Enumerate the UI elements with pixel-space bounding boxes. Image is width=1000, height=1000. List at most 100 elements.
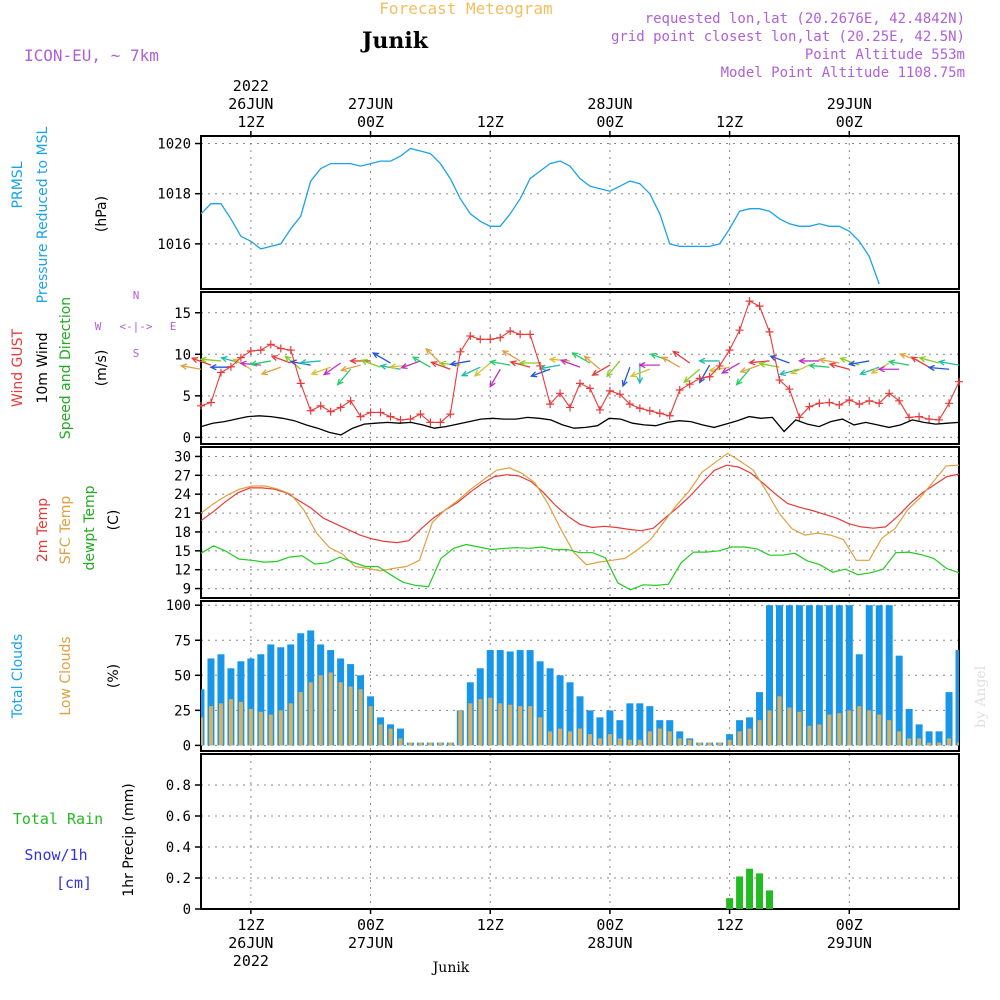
rain-label: Total Rain [13,810,103,828]
wind-arrow-head [460,370,469,377]
low-cloud-bar [578,728,582,746]
gust-point [615,390,624,399]
wind-direction-arrow [337,368,352,385]
temp-unit: (C) [106,510,122,531]
gust-point [655,409,664,418]
wind-direction-arrow [323,362,342,376]
low-cloud-bar [767,710,772,746]
gust-point [955,377,963,386]
total-cloud-bar [885,605,893,746]
low-clouds-label: Low Clouds [58,636,74,715]
gust-point [206,398,215,407]
x-tick-label: 12Z [477,113,504,131]
wind-arrow-head [848,360,856,367]
y-tick-label: 30 [174,449,191,465]
total-cloud-bar [287,644,295,746]
wind-direction-arrow [191,357,212,366]
panel-frame [200,753,960,910]
wind-arrow-head [473,370,481,377]
temp2m-series [200,464,960,544]
gust-point [456,347,465,356]
gust-point [785,385,794,394]
total-cloud-bar [905,708,913,746]
gust-point [605,386,614,395]
total-cloud-bar [247,658,255,746]
y-tick-label: 18 [174,525,191,541]
compass-west: W [95,320,102,333]
x-tick-label: 29JUN [827,934,872,952]
low-cloud-bar [727,739,732,746]
total-cloud-bar [865,605,873,746]
low-cloud-bar [488,697,493,746]
gust-point [795,413,804,422]
precip-unit: 1hr Precip (mm) [121,783,137,896]
wind-arrow-head [918,356,926,363]
low-cloud-bar [617,738,622,746]
wind-direction-arrow [311,366,331,375]
y-tick-label: 0 [183,738,191,754]
wind-arrow-head [621,379,628,388]
gust-point [885,389,894,398]
wind-arrow-head [858,369,867,376]
wind-arrow-head [548,356,556,363]
y-tick-label: 9 [183,582,191,598]
x-tick-label: 12Z [716,113,743,131]
total-cloud-bar [576,696,584,746]
gust-point [855,400,864,409]
wind-arrow-head [559,359,568,366]
low-cloud-bar [817,724,822,746]
total-cloud-bar [297,633,305,746]
gust-label: Wind GUST [10,328,26,407]
wind-arrow-head [629,371,638,378]
compass-arrows: <-|-> [119,320,152,333]
gust-point [436,418,445,427]
gust-point [416,410,425,419]
wind-arrow-head [870,367,878,374]
location-title: Junik [360,28,429,54]
wind-arrow-head [239,360,247,367]
y-tick-label: 1020 [157,137,191,153]
low-cloud-bar [338,682,343,746]
gust-point [316,401,325,410]
wind-direction-arrow [829,363,850,370]
wind-direction-arrow [749,360,770,364]
precip-bar [726,898,734,909]
x-tick-label: 26JUN [228,934,273,952]
total-cloud-bar [556,675,564,746]
gust-point [446,410,455,419]
total-cloud-bar [646,706,654,746]
low-cloud-bar [508,704,513,746]
wind-arrow-head [758,361,766,368]
y-tick-label: 75 [174,633,191,649]
gust-point [506,327,515,336]
x-tick-label: 28JUN [587,95,632,113]
wind-direction-arrow [592,364,611,376]
prmsl-label: PRMSL [10,161,26,208]
wind-arrow-head [310,369,318,376]
total-cloud-bar [925,731,933,746]
total-cloud-bar [825,605,833,746]
total-cloud-bar [915,724,923,746]
wind-arrow-head [828,362,837,369]
y-tick-label: 25 [174,703,191,719]
wind-arrow-head [389,363,397,370]
gust-point [566,403,575,412]
low-cloud-bar [438,742,443,746]
x-tick-label: 27JUN [348,934,393,952]
wind-arrow-head [721,367,729,374]
x-tick-label: 29JUN [827,95,872,113]
y-tick-label: 21 [174,506,191,522]
gust-point [486,335,495,344]
wind-arrow-head [322,368,331,376]
low-cloud-bar [298,692,303,746]
wind-arrow-head [937,359,946,366]
low-cloud-bar [268,714,273,746]
wind-direction-arrow [779,368,800,376]
low-cloud-bar [897,731,902,746]
wind-direction-arrow [361,359,381,368]
wind-direction-arrow [809,364,830,368]
low-cloud-bar [518,706,523,746]
gust-point [775,376,784,385]
x-tick-label: 12Z [477,916,504,934]
